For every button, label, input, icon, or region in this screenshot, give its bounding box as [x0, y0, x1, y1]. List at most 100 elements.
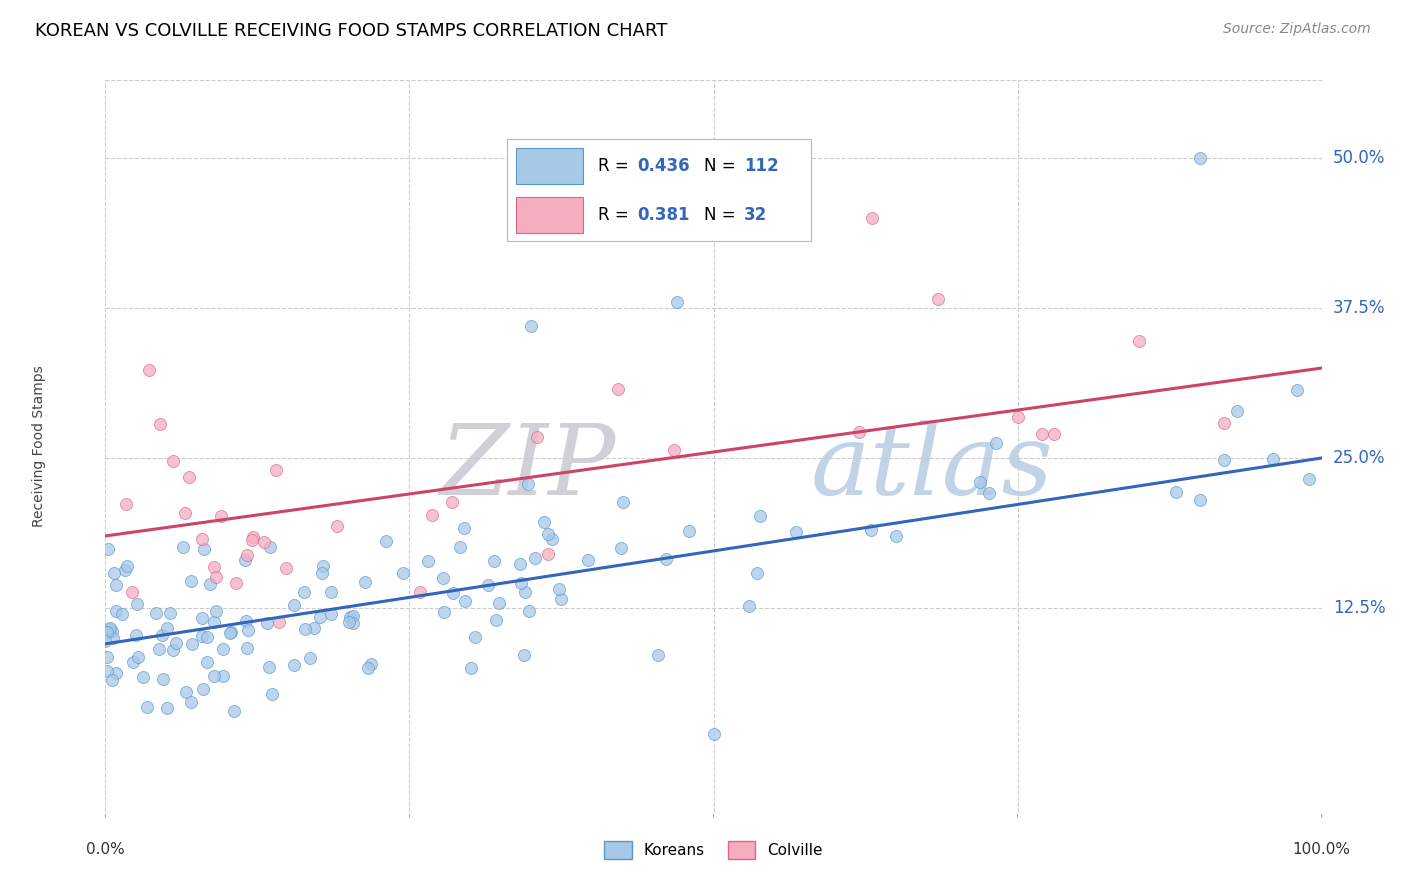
Text: N =: N = — [704, 205, 737, 224]
Point — [159, 606, 181, 620]
Point — [884, 528, 907, 542]
Point — [541, 532, 564, 546]
Point — [520, 319, 543, 334]
Point — [218, 626, 240, 640]
Point — [136, 699, 159, 714]
Point — [375, 533, 398, 548]
Point — [191, 610, 214, 624]
Point — [927, 292, 949, 306]
Point — [969, 475, 991, 489]
Point — [433, 605, 456, 619]
Point — [360, 657, 382, 672]
Point — [267, 615, 290, 629]
Point — [127, 650, 149, 665]
Point — [745, 566, 768, 580]
Point — [294, 623, 316, 637]
Point — [198, 576, 221, 591]
Point — [114, 563, 136, 577]
Point — [121, 585, 143, 599]
Point — [1261, 451, 1284, 466]
Point — [180, 695, 202, 709]
Point — [342, 609, 364, 624]
Point — [127, 597, 149, 611]
Point — [678, 524, 700, 538]
Point — [524, 550, 547, 565]
Text: ZIP: ZIP — [440, 420, 616, 516]
Point — [1031, 427, 1053, 442]
Point — [149, 417, 172, 431]
Point — [264, 463, 287, 477]
Point — [512, 648, 534, 662]
Point — [180, 574, 202, 588]
Point — [547, 582, 569, 596]
Point — [550, 592, 572, 607]
Point — [152, 672, 174, 686]
Point — [195, 655, 218, 669]
Point — [253, 535, 276, 549]
Point — [105, 578, 128, 592]
Point — [197, 630, 219, 644]
Point — [785, 524, 807, 539]
Point — [150, 628, 173, 642]
Point — [702, 727, 725, 741]
Point — [98, 622, 121, 636]
Point — [409, 585, 432, 599]
Text: 100.0%: 100.0% — [1292, 842, 1351, 857]
Point — [1043, 427, 1066, 442]
Point — [526, 429, 548, 443]
Point — [283, 658, 305, 673]
Point — [606, 382, 628, 396]
Point — [1189, 493, 1212, 508]
Point — [510, 575, 533, 590]
Point — [440, 494, 463, 508]
Point — [283, 598, 305, 612]
Point — [647, 648, 669, 663]
Text: R =: R = — [598, 158, 628, 176]
Point — [162, 643, 184, 657]
Point — [117, 559, 139, 574]
Point — [181, 637, 204, 651]
Point — [259, 541, 281, 555]
Point — [132, 670, 155, 684]
Point — [337, 615, 360, 629]
Point — [236, 623, 259, 637]
Point — [662, 443, 685, 458]
Point — [148, 641, 170, 656]
Text: 25.0%: 25.0% — [1333, 449, 1385, 467]
Point — [453, 521, 475, 535]
Legend: Koreans, Colville: Koreans, Colville — [605, 841, 823, 859]
Point — [156, 701, 179, 715]
Point — [488, 597, 510, 611]
Point — [103, 632, 125, 646]
Text: Source: ZipAtlas.com: Source: ZipAtlas.com — [1223, 22, 1371, 37]
Point — [1225, 404, 1247, 418]
Point — [262, 687, 284, 701]
Point — [416, 553, 439, 567]
Point — [115, 497, 138, 511]
Point — [321, 607, 343, 621]
Point — [259, 660, 281, 674]
Point — [537, 527, 560, 541]
Point — [205, 570, 228, 584]
Point — [138, 362, 160, 376]
Point — [339, 610, 361, 624]
Point — [96, 665, 118, 679]
Point — [156, 621, 179, 635]
Point — [298, 651, 321, 665]
Point — [517, 477, 540, 491]
Point — [666, 295, 689, 310]
Point — [236, 549, 259, 563]
Point — [326, 518, 349, 533]
Text: 32: 32 — [744, 205, 768, 224]
Point — [209, 509, 232, 524]
Point — [179, 470, 201, 484]
Point — [454, 594, 477, 608]
Point — [533, 516, 555, 530]
Point — [292, 585, 315, 599]
Point — [737, 599, 759, 614]
FancyBboxPatch shape — [516, 197, 583, 233]
Text: 112: 112 — [744, 158, 779, 176]
Point — [190, 533, 212, 547]
Point — [145, 606, 167, 620]
Text: N =: N = — [704, 158, 737, 176]
